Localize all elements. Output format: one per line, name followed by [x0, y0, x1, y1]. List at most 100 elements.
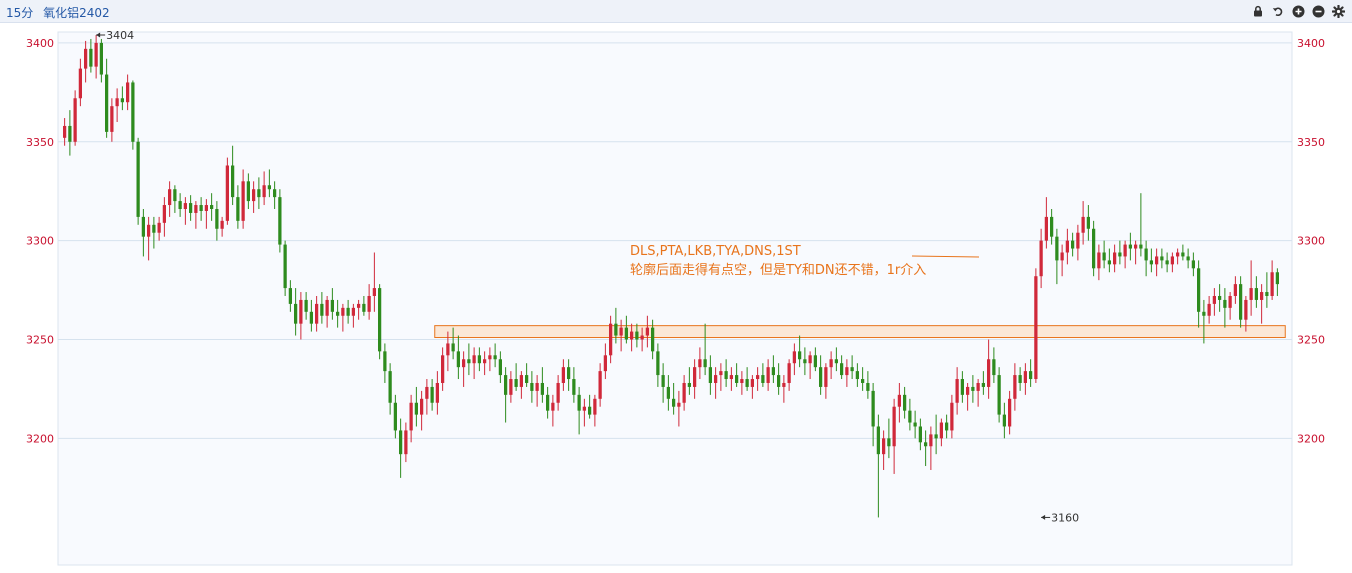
candle-body	[1076, 232, 1080, 249]
candle-body	[1202, 311, 1206, 316]
candle	[530, 371, 534, 403]
candle-body	[251, 189, 256, 202]
candle	[566, 359, 571, 391]
candle	[309, 299, 314, 332]
candle-body	[1170, 256, 1175, 265]
candle	[839, 355, 844, 380]
candle-body	[572, 379, 576, 395]
candle-body	[635, 331, 639, 340]
candle-body	[866, 382, 870, 391]
candle	[661, 363, 665, 403]
candle	[346, 299, 350, 324]
candle	[498, 351, 503, 383]
candle	[755, 367, 760, 391]
annotation-group[interactable]: DLS,PTA,LKB,TYA,DNS,1ST 轮廓后面走得有点空，但是TY和D…	[630, 244, 980, 278]
symbol-label[interactable]: 氧化铝2402	[43, 6, 110, 20]
candle-body	[545, 394, 550, 411]
candle	[493, 343, 497, 368]
candle	[593, 394, 597, 427]
candle-body	[703, 359, 707, 368]
candle-body	[803, 359, 807, 364]
y-tick-right-1: 3350	[1297, 136, 1325, 149]
settings-button[interactable]	[1330, 3, 1346, 19]
candle	[934, 414, 938, 455]
candle-body	[467, 359, 471, 364]
candle-body	[377, 288, 382, 352]
candle-body	[215, 208, 219, 229]
candle-body	[829, 359, 833, 368]
candle	[1023, 363, 1028, 395]
candle	[503, 367, 508, 423]
candle	[414, 386, 419, 427]
candle-body	[640, 335, 644, 340]
candle	[362, 295, 366, 316]
candle	[440, 347, 445, 391]
chart-area[interactable]: 3400 3350 3300 3250 3200 3400 3350 3300 3250 320…	[0, 23, 1352, 573]
undo-button[interactable]	[1270, 3, 1286, 19]
resistance-zone[interactable]	[434, 325, 1286, 339]
candle-body	[83, 48, 88, 69]
zoom-in-button[interactable]	[1290, 3, 1306, 19]
candlestick-chart[interactable]: 3400 3350 3300 3250 3200 3400 3350 3300 3250 320…	[0, 23, 1352, 569]
candle	[1249, 260, 1253, 316]
candle-body	[876, 426, 881, 455]
chart-title: 15分 氧化铝2402	[6, 4, 116, 21]
candle-body	[997, 375, 1001, 415]
candle-body	[608, 323, 613, 356]
candle	[304, 292, 308, 320]
y-tick-left-2: 3300	[26, 235, 54, 248]
candle	[540, 367, 545, 403]
interval-label[interactable]: 15分	[6, 6, 34, 20]
candle	[236, 185, 240, 229]
candle	[913, 410, 917, 439]
candle-body	[677, 402, 681, 407]
candle-body	[1018, 375, 1022, 383]
candle	[939, 418, 944, 447]
candle	[1044, 197, 1049, 249]
candle-body	[351, 307, 356, 316]
candle-body	[152, 224, 156, 233]
candle-body	[540, 382, 545, 395]
candle	[923, 430, 928, 467]
candle	[650, 319, 655, 360]
candle	[288, 280, 293, 312]
candle-body	[230, 165, 235, 198]
candle-body	[1065, 240, 1070, 253]
candle-body	[1128, 244, 1133, 249]
candle-body	[845, 367, 849, 376]
candle	[556, 375, 560, 411]
candle-body	[587, 406, 592, 415]
candle	[1275, 268, 1280, 296]
candle	[241, 169, 245, 229]
candle-body	[78, 68, 83, 99]
candle	[1118, 240, 1122, 265]
candle-body	[430, 386, 434, 403]
candle-body	[488, 355, 492, 360]
candle	[1028, 359, 1033, 387]
candle	[1191, 252, 1196, 277]
mark-high-arrow	[96, 32, 101, 38]
candle-body	[131, 82, 135, 142]
candle	[215, 201, 219, 241]
candle	[131, 80, 135, 150]
candle-body	[761, 375, 765, 383]
candle	[1149, 248, 1154, 273]
candle-body	[1265, 292, 1269, 296]
candle	[1112, 244, 1117, 273]
zoom-out-button[interactable]	[1310, 3, 1326, 19]
candle-body	[199, 205, 203, 211]
candle	[1081, 201, 1085, 245]
candle-body	[335, 311, 340, 316]
candle-body	[614, 323, 618, 336]
lock-button[interactable]	[1250, 3, 1266, 19]
candle-body	[645, 327, 650, 336]
candle	[845, 359, 849, 387]
candle	[950, 394, 954, 439]
candle-body	[1196, 268, 1201, 312]
candle-body	[89, 48, 93, 67]
candle	[68, 110, 72, 156]
candle-body	[1223, 299, 1227, 308]
candle-body	[729, 375, 734, 380]
candle	[356, 299, 361, 320]
candle	[136, 137, 140, 225]
